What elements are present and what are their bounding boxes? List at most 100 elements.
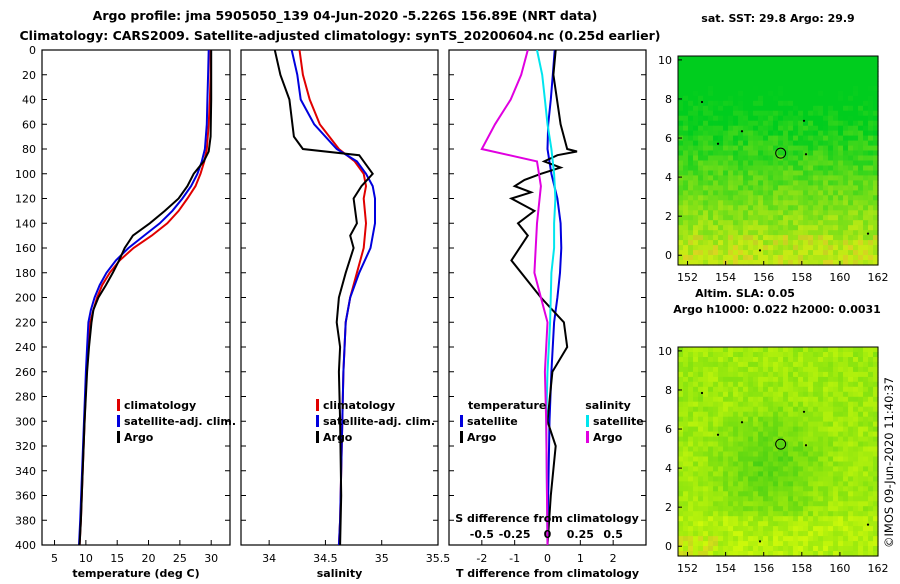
legend-label: Argo: [467, 431, 497, 444]
x-tick-label: 0: [544, 552, 551, 565]
x-tick-label: 156: [753, 271, 774, 284]
x-tick-label: 1: [577, 552, 584, 565]
island-speck: [866, 523, 870, 526]
y-tick-label: 60: [22, 118, 36, 131]
legend-swatch: [586, 415, 589, 427]
legend-label: Argo: [124, 431, 154, 444]
y-tick-label: 360: [15, 490, 36, 503]
plot-frame: [41, 49, 231, 546]
island-speck: [758, 249, 762, 252]
island-speck: [700, 391, 704, 395]
heatmap-cells: [678, 56, 879, 266]
legend-label: climatology: [323, 399, 395, 412]
title-line1: Argo profile: jma 5905050_139 04-Jun-202…: [93, 8, 598, 24]
y-tick-label: 80: [22, 143, 36, 156]
map1-title: sat. SST: 29.8 Argo: 29.9: [701, 12, 854, 25]
argo-position-marker: [775, 438, 787, 450]
x-tick-label: -1: [509, 552, 520, 565]
y-tick-label: 100: [15, 168, 36, 181]
island-speck: [802, 119, 806, 122]
x-tick-label: 2: [610, 552, 617, 565]
legend-swatch: [117, 399, 120, 411]
x-tick-label: 154: [715, 562, 736, 575]
island-speck: [802, 410, 806, 413]
legend-label: salinity: [585, 399, 631, 412]
y-tick-label: 20: [22, 69, 36, 82]
legend-swatch: [586, 431, 589, 443]
legend-label: satellite: [593, 415, 644, 428]
x2-axis-label: S difference from climatology: [455, 512, 639, 525]
legend-swatch: [117, 415, 120, 427]
series-line-satellite-adj-clim-: [290, 50, 376, 545]
x-tick-label: 34: [262, 552, 276, 565]
x2-tick-label: -0.25: [499, 528, 531, 541]
y-tick-label: 180: [15, 267, 36, 280]
x-tick-label: 162: [868, 271, 889, 284]
legend-label: satellite: [467, 415, 518, 428]
map-frame: [677, 346, 879, 557]
series-line-argo: [78, 50, 213, 545]
island-speck: [866, 232, 870, 235]
x-tick-label: 20: [142, 552, 156, 565]
y-tick-label: 240: [15, 341, 36, 354]
y-tick-label: 10: [658, 345, 672, 358]
x-tick-label: 160: [829, 562, 850, 575]
series-line-argo: [273, 50, 374, 545]
y-tick-label: 4: [665, 462, 672, 475]
legend-swatch: [316, 399, 319, 411]
x-axis-label: salinity: [317, 567, 363, 580]
x-axis-label: T difference from climatology: [456, 567, 639, 580]
y-tick-label: 300: [15, 415, 36, 428]
x-tick-label: 154: [715, 271, 736, 284]
x-tick-label: 15: [110, 552, 124, 565]
island-speck: [740, 421, 744, 424]
y-tick-label: 260: [15, 366, 36, 379]
y-tick-label: 160: [15, 242, 36, 255]
y-tick-label: 400: [15, 539, 36, 552]
island-speck: [804, 153, 808, 156]
temperature-panel: 0 20 40 60 80 100 120 140 160 180 200 220 240 260 280 3…: [15, 44, 236, 580]
x-tick-label: 152: [677, 562, 698, 575]
legend-label: Argo: [323, 431, 353, 444]
title-line2: Climatology: CARS2009. Satellite-adjuste…: [19, 28, 660, 44]
y-tick-label: 320: [15, 440, 36, 453]
map2-title-line1: Altim. SLA: 0.05: [695, 287, 795, 300]
x-tick-label: 35: [375, 552, 389, 565]
legend-label: satellite-adj. clim.: [124, 415, 236, 428]
x2-tick-label: 0: [544, 528, 552, 541]
y-tick-label: 340: [15, 465, 36, 478]
legend-label: temperature: [468, 399, 546, 412]
legend-swatch: [460, 431, 463, 443]
series-line-climatology: [298, 50, 368, 545]
island-speck: [716, 142, 720, 145]
legend-label: climatology: [124, 399, 196, 412]
y-tick-label: 220: [15, 316, 36, 329]
island-speck: [740, 130, 744, 133]
x-tick-label: -2: [476, 552, 487, 565]
difference-panel: -2 -1 0 1 2 T difference from climatology temp…: [448, 49, 647, 580]
legend-label: Argo: [593, 431, 623, 444]
y-tick-label: 140: [15, 217, 36, 230]
island-speck: [716, 433, 720, 436]
x-tick-label: 30: [204, 552, 218, 565]
map-frame: [677, 55, 879, 266]
legend-label: satellite-adj. clim.: [323, 415, 435, 428]
x2-tick-label: -0.5: [470, 528, 494, 541]
y-tick-label: 6: [665, 132, 672, 145]
x2-tick-label: 0.25: [567, 528, 594, 541]
map2-title-line2: Argo h1000: 0.022 h2000: 0.0031: [673, 303, 881, 316]
legend-swatch: [117, 431, 120, 443]
legend-swatch: [316, 431, 319, 443]
island-speck: [758, 540, 762, 543]
y-tick-label: 120: [15, 193, 36, 206]
x-axis-label: temperature (deg C): [72, 567, 199, 580]
y-tick-label: 0: [665, 540, 672, 553]
y-tick-label: 280: [15, 391, 36, 404]
y-tick-label: 4: [665, 171, 672, 184]
y-tick-label: 8: [665, 93, 672, 106]
x2-tick-label: 0.5: [603, 528, 623, 541]
x-tick-label: 162: [868, 562, 889, 575]
x-tick-label: 34.5: [313, 552, 338, 565]
x-tick-label: 5: [51, 552, 58, 565]
y-tick-label: 40: [22, 94, 36, 107]
